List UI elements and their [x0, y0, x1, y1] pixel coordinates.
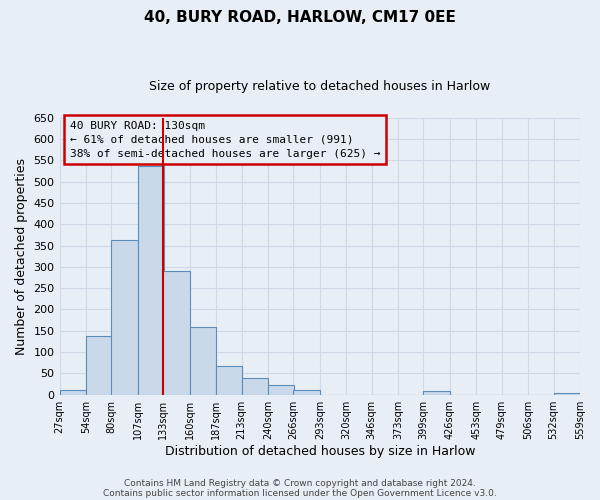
- Text: Contains public sector information licensed under the Open Government Licence v3: Contains public sector information licen…: [103, 488, 497, 498]
- Text: 40, BURY ROAD, HARLOW, CM17 0EE: 40, BURY ROAD, HARLOW, CM17 0EE: [144, 10, 456, 25]
- Bar: [86, 336, 112, 394]
- Bar: [424, 392, 450, 394]
- Bar: [138, 166, 164, 394]
- Bar: [554, 393, 580, 394]
- Y-axis label: Number of detached properties: Number of detached properties: [15, 158, 28, 354]
- Bar: [242, 378, 268, 394]
- Bar: [163, 270, 190, 394]
- Text: 40 BURY ROAD: 130sqm
← 61% of detached houses are smaller (991)
38% of semi-deta: 40 BURY ROAD: 130sqm ← 61% of detached h…: [70, 120, 380, 158]
- Bar: [293, 390, 320, 394]
- Bar: [59, 390, 86, 394]
- Title: Size of property relative to detached houses in Harlow: Size of property relative to detached ho…: [149, 80, 490, 93]
- Bar: [112, 240, 138, 394]
- Bar: [216, 366, 242, 394]
- Text: Contains HM Land Registry data © Crown copyright and database right 2024.: Contains HM Land Registry data © Crown c…: [124, 478, 476, 488]
- Bar: [190, 326, 216, 394]
- X-axis label: Distribution of detached houses by size in Harlow: Distribution of detached houses by size …: [164, 444, 475, 458]
- Bar: [268, 386, 295, 394]
